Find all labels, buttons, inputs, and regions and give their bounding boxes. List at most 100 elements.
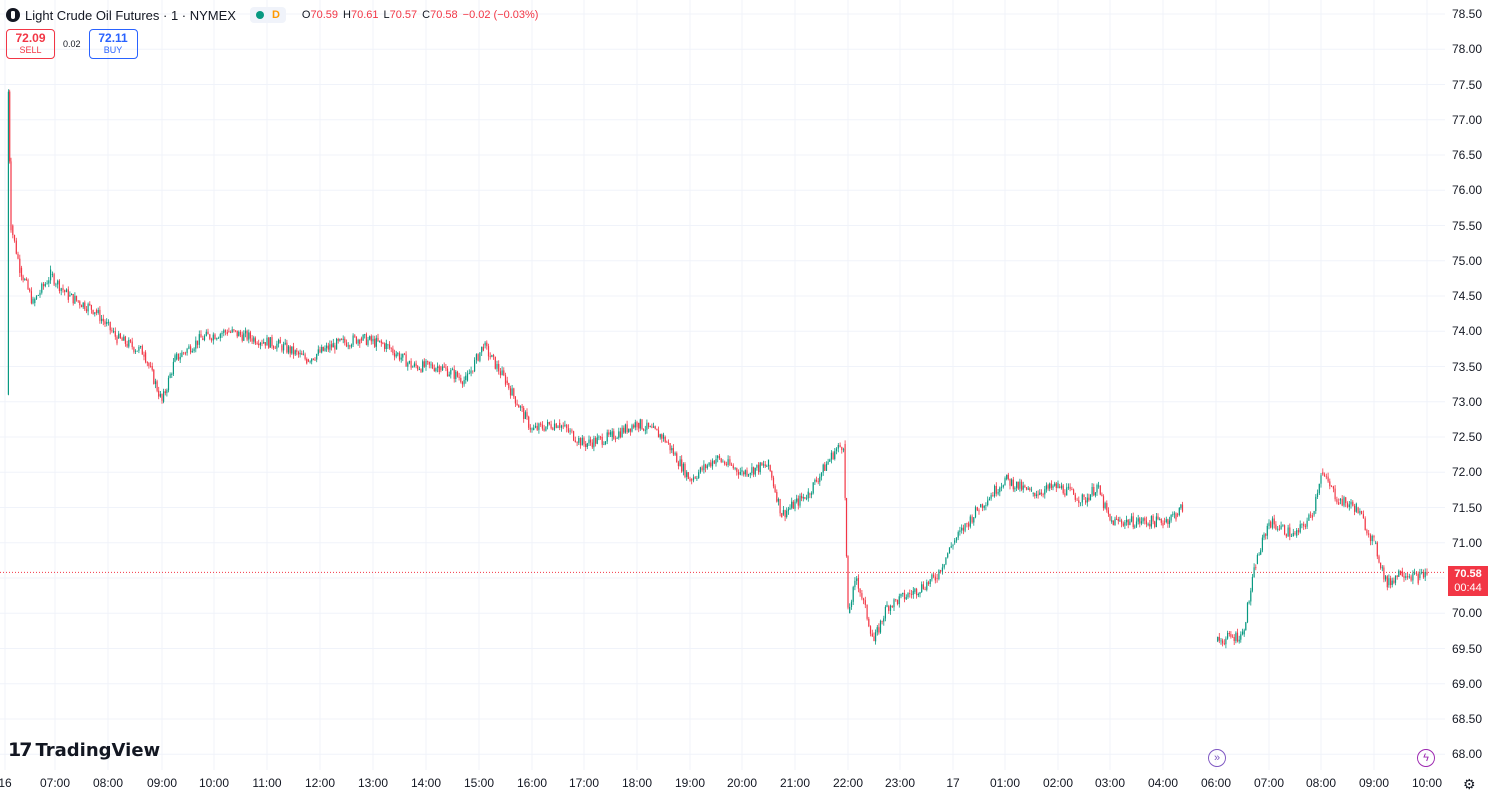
candle-body xyxy=(1320,475,1322,484)
buy-button[interactable]: 72.11 BUY xyxy=(88,29,138,59)
candle-body xyxy=(430,364,432,366)
candle-body xyxy=(646,422,648,430)
candle-body xyxy=(370,336,372,342)
time-tick-label: 17 xyxy=(946,776,960,790)
fast-forward-icon[interactable]: » xyxy=(1208,749,1226,767)
candle-body xyxy=(344,338,346,343)
candle-body xyxy=(540,423,542,425)
candle-body xyxy=(1240,634,1242,640)
candle-body xyxy=(1343,497,1345,506)
candle-body xyxy=(271,337,273,347)
candle-body xyxy=(1284,525,1286,535)
candle-body xyxy=(974,507,977,518)
market-status[interactable]: D xyxy=(249,7,286,23)
lightning-icon[interactable]: ϟ xyxy=(1417,749,1435,767)
candle-body xyxy=(1152,516,1154,522)
candle-body xyxy=(811,493,813,495)
candle-body xyxy=(861,593,863,599)
candle-body xyxy=(661,434,663,439)
candle-body xyxy=(940,570,942,572)
candle-body xyxy=(423,361,425,367)
candle-body xyxy=(769,465,771,471)
candle-body xyxy=(1250,590,1252,602)
candle-body xyxy=(1091,487,1093,495)
candle-body xyxy=(377,337,379,342)
candle-body xyxy=(1117,519,1119,522)
candle-body xyxy=(1039,492,1041,495)
candle-body xyxy=(1012,479,1014,490)
candle-body xyxy=(451,369,454,371)
price-tick-label: 69.00 xyxy=(1451,676,1482,691)
candle-body xyxy=(1160,519,1162,523)
candle-body xyxy=(1346,503,1349,508)
candle-body xyxy=(725,464,727,465)
candle-body xyxy=(938,570,940,579)
candle-body xyxy=(1388,578,1390,586)
candle-body xyxy=(119,333,121,338)
candle-body xyxy=(1093,487,1095,496)
candle-body xyxy=(929,579,931,584)
candle-body xyxy=(756,464,758,468)
candle-body xyxy=(1265,534,1267,536)
candle-body xyxy=(186,348,188,354)
candle-body xyxy=(499,371,501,376)
candle-body xyxy=(90,305,92,310)
candle-body xyxy=(367,339,369,345)
candle-body xyxy=(443,366,445,368)
symbol-title[interactable]: Light Crude Oil Futures · 1 · NYMEX xyxy=(25,7,236,23)
candle-body xyxy=(708,462,710,466)
candle-body xyxy=(148,363,150,366)
candle-body xyxy=(1129,521,1131,525)
candle-body xyxy=(727,459,729,465)
candle-body xyxy=(174,355,176,362)
candle-body xyxy=(825,463,828,471)
candle-body xyxy=(961,527,963,531)
candle-body xyxy=(1140,521,1143,524)
candle-body xyxy=(281,345,283,351)
time-tick-label: 21:00 xyxy=(779,776,811,790)
candle-body xyxy=(1398,570,1400,577)
candle-body xyxy=(852,587,854,602)
candle-body xyxy=(614,438,617,440)
candle-body xyxy=(623,427,625,433)
candle-body xyxy=(1289,527,1291,537)
candle-body xyxy=(699,467,701,473)
candle-body xyxy=(1172,514,1174,516)
sell-button[interactable]: 72.09 SELL xyxy=(6,29,55,59)
candle-body xyxy=(873,636,875,642)
candle-body xyxy=(156,381,158,391)
candle-body xyxy=(289,346,291,354)
candle-body xyxy=(567,428,569,432)
chart-grid xyxy=(0,0,1445,770)
candle-body xyxy=(1422,572,1425,578)
candle-body xyxy=(1149,523,1151,527)
candle-body xyxy=(331,344,333,348)
candle-body xyxy=(698,472,700,478)
candle-body xyxy=(80,305,83,308)
time-tick-label: 09:00 xyxy=(1358,776,1390,790)
candle-body xyxy=(1101,494,1103,497)
candle-body xyxy=(321,346,323,353)
candle-body xyxy=(62,288,64,291)
tradingview-logo[interactable]: 𝟭𝟳 TradingView xyxy=(8,739,160,761)
candle-body xyxy=(619,431,621,438)
candle-body xyxy=(1220,640,1222,642)
candle-body xyxy=(1419,572,1421,578)
candle-body xyxy=(299,353,301,355)
candle-body xyxy=(1121,520,1123,524)
candle-body xyxy=(304,354,306,359)
candle-body xyxy=(455,371,457,379)
gear-icon[interactable]: ⚙ xyxy=(1463,776,1476,792)
candle-body xyxy=(382,343,384,344)
candle-body xyxy=(912,590,914,595)
candle-body xyxy=(715,459,717,464)
candle-body xyxy=(1390,578,1392,585)
candle-body xyxy=(799,495,801,506)
candle-body xyxy=(1393,580,1395,583)
candle-body xyxy=(864,600,866,605)
candle-body xyxy=(776,492,778,502)
candle-body xyxy=(193,348,195,351)
candle-body xyxy=(1218,636,1220,641)
candle-body xyxy=(1303,523,1305,527)
